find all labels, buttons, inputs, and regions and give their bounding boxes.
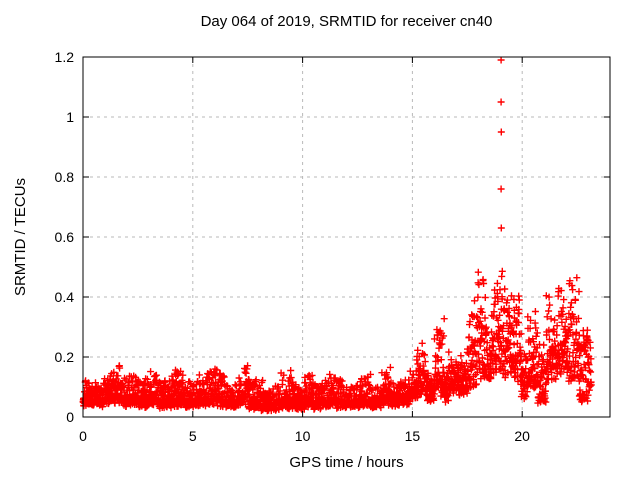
chart-title: Day 064 of 2019, SRMTID for receiver cn4…: [200, 13, 493, 30]
x-tick-label: 0: [79, 428, 87, 444]
grid-lines: [83, 57, 610, 417]
x-tick-label: 5: [188, 428, 197, 444]
y-tick-label: 1.2: [54, 49, 74, 65]
x-axis-title: GPS time / hours: [289, 454, 404, 471]
y-tick-label: 0.4: [54, 289, 74, 305]
y-tick-label: 0.2: [54, 349, 74, 365]
x-tick-label: 20: [514, 428, 530, 444]
x-tick-label: 10: [294, 428, 311, 444]
y-tick-label: 0: [66, 409, 74, 425]
y-tick-label: 0.6: [54, 229, 74, 245]
data-points: [79, 56, 595, 415]
x-tick-label: 15: [404, 428, 421, 444]
y-tick-label: 1: [66, 109, 74, 125]
y-tick-label: 0.8: [54, 169, 74, 185]
tick-marks: [82, 56, 610, 418]
